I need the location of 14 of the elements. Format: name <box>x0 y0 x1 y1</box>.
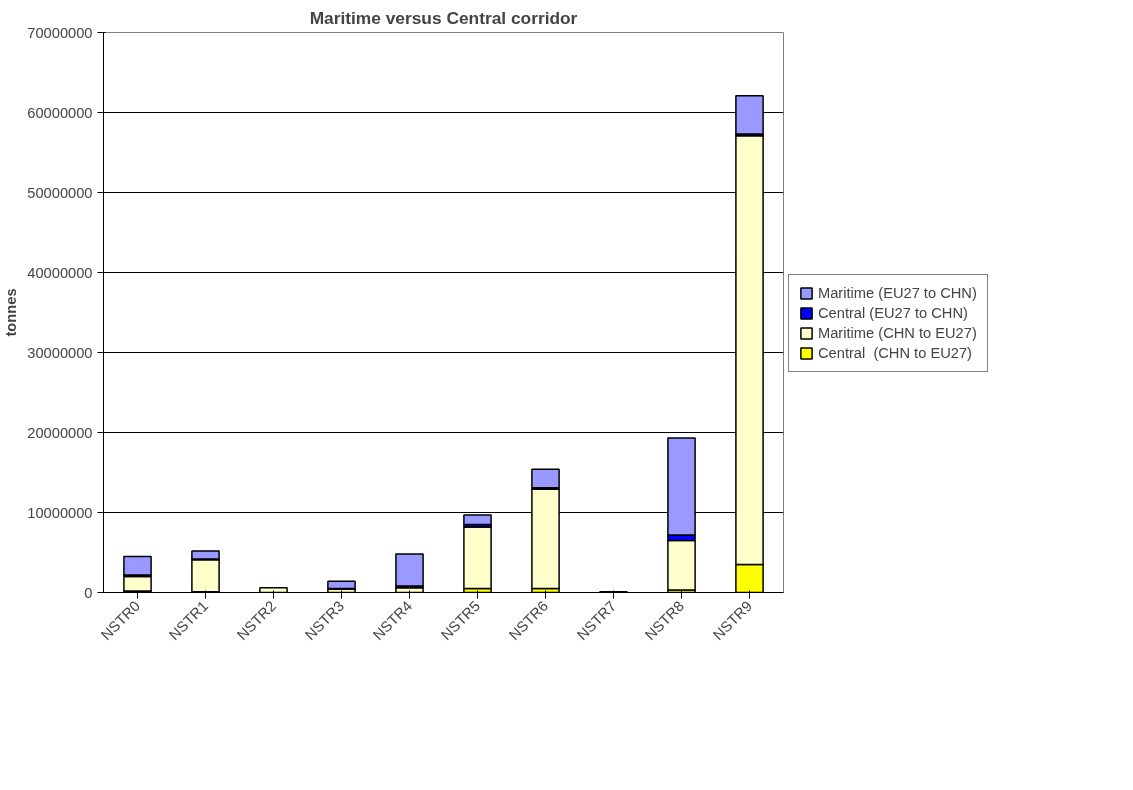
chart-title: Maritime versus Central corridor <box>309 7 578 28</box>
y-tick-label: 50000000 <box>27 184 93 201</box>
y-tick-label: 60000000 <box>27 104 93 121</box>
y-tick-label: 70000000 <box>27 24 93 41</box>
legend-label: Central (EU27 to CHN) <box>818 305 968 321</box>
y-tick-label: 10000000 <box>27 504 93 521</box>
legend-label: Maritime (CHN to EU27) <box>818 325 977 341</box>
y-tick-label: 30000000 <box>27 344 93 361</box>
y-tick-label: 0 <box>84 584 93 601</box>
legend-label: Maritime (EU27 to CHN) <box>818 285 977 301</box>
y-tick-label: 20000000 <box>27 424 93 441</box>
y-axis-title: tonnes <box>3 288 20 337</box>
legend-label: Central (CHN to EU27) <box>818 345 972 361</box>
y-tick-label: 40000000 <box>27 264 93 281</box>
